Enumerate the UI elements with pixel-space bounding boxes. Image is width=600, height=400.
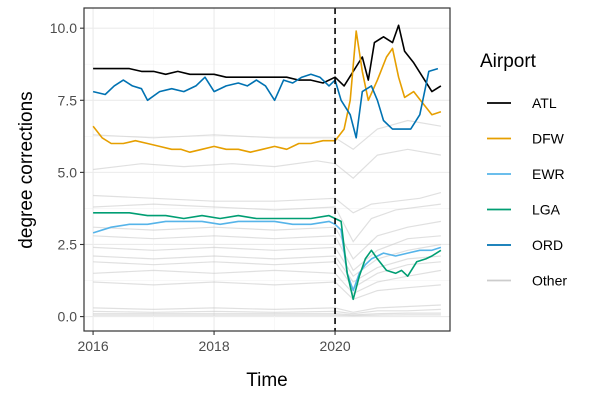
other-series-group bbox=[93, 119, 442, 317]
series-line-ewr bbox=[92, 220, 442, 292]
legend-title: Airport bbox=[480, 51, 537, 72]
other-series-line bbox=[93, 203, 441, 243]
x-tick-label: 2020 bbox=[319, 338, 350, 354]
legend-label-ewr: EWR bbox=[532, 166, 565, 182]
x-tick-label: 2018 bbox=[198, 338, 229, 354]
other-series-line bbox=[93, 220, 442, 260]
legend-label-atl: ATL bbox=[532, 95, 557, 111]
legend-label-lga: LGA bbox=[532, 202, 561, 218]
y-tick-label: 0.0 bbox=[58, 309, 78, 325]
y-tick-label: 2.5 bbox=[58, 236, 78, 252]
legend-label-dfw: DFW bbox=[532, 131, 565, 147]
y-tick-label: 10.0 bbox=[50, 20, 77, 36]
legend-label-ord: ORD bbox=[532, 237, 563, 253]
highlighted-series-group bbox=[92, 24, 442, 301]
other-series-line bbox=[93, 304, 441, 313]
other-series-line bbox=[93, 148, 442, 179]
other-series-line bbox=[93, 255, 441, 283]
y-tick-label: 7.5 bbox=[58, 92, 78, 108]
y-axis-title: degree corrections bbox=[16, 91, 37, 248]
other-series-line bbox=[93, 243, 442, 278]
other-series-line bbox=[93, 119, 442, 151]
x-axis-ticks: 2016 2018 2020 bbox=[77, 331, 351, 354]
series-line-dfw bbox=[92, 30, 442, 153]
x-axis-title: Time bbox=[246, 370, 288, 391]
other-series-line bbox=[93, 235, 441, 272]
y-tick-label: 5.0 bbox=[58, 164, 78, 180]
series-line-atl bbox=[93, 24, 442, 93]
legend-label-other: Other bbox=[532, 273, 567, 289]
panel-background bbox=[84, 8, 450, 331]
series-line-lga bbox=[93, 212, 442, 301]
legend: Airport ATL DFW EWR LGA ORD Other bbox=[480, 51, 567, 289]
x-tick-label: 2016 bbox=[77, 338, 108, 354]
other-series-line bbox=[93, 314, 441, 317]
panel-border bbox=[83, 7, 451, 332]
series-line-ord bbox=[92, 67, 439, 139]
y-axis-ticks: 0.0 2.5 5.0 7.5 10.0 bbox=[50, 20, 84, 325]
other-series-line bbox=[93, 192, 442, 214]
